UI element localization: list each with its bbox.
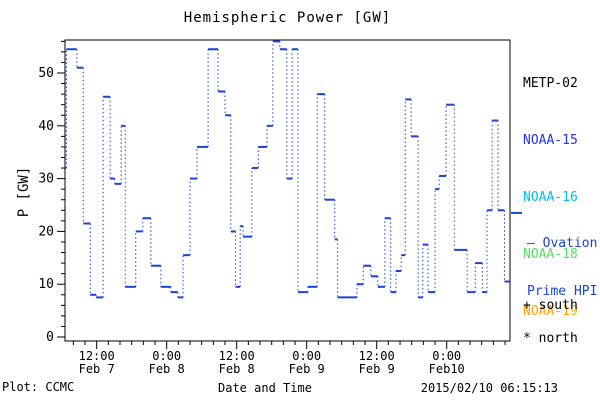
chart-title: Hemispheric Power [GW] [183,10,392,26]
x-tick-date-label: Feb 7 [79,362,115,376]
satellite-legend: METP-02 NOAA-15 NOAA-16 NOAA-18 NOAA-19 [523,40,578,355]
timestamp: 2015/02/10 06:15:13 [420,381,558,395]
ovation-label-line2: Prime HPI [527,284,598,299]
plot-credit: Plot: CCMC [2,380,75,394]
x-tick-date-label: Feb 8 [149,362,185,376]
y-tick-label: 50 [38,66,54,81]
x-tick-date-label: Feb 9 [289,362,325,376]
x-tick-time-label: 12:00 [359,349,395,363]
south-marker-label: + south [523,298,578,313]
y-tick-label: 30 [38,172,54,187]
x-tick-date-label: Feb10 [429,362,465,376]
x-tick-date-label: Feb 9 [359,362,395,376]
x-tick-time-label: 0:00 [432,349,461,363]
y-axis-label: P [GW] [16,166,32,218]
legend-item-noaa19: NOAA-19 [523,304,578,319]
x-tick-time-label: 0:00 [152,349,181,363]
ovation-prime-hpi-label: — Ovation Prime HPI [527,204,597,332]
x-tick-date-label: Feb 8 [219,362,255,376]
north-marker-label: * north [523,331,578,346]
legend-item-noaa18: NOAA-18 [523,247,578,262]
y-tick-label: 40 [38,119,54,134]
x-axis-label: Date and Time [218,381,312,395]
x-tick-time-label: 12:00 [219,349,255,363]
y-tick-label: 10 [38,277,54,292]
legend-item-metp02: METP-02 [523,76,578,91]
legend-item-noaa16: NOAA-16 [523,190,578,205]
x-tick-time-label: 0:00 [292,349,321,363]
legend-item-noaa15: NOAA-15 [523,133,578,148]
ovation-label-line1: — Ovation [527,236,598,251]
y-tick-label: 0 [46,330,54,345]
plot-frame [64,39,511,342]
x-tick-time-label: 12:00 [79,349,115,363]
y-tick-label: 20 [38,224,54,239]
